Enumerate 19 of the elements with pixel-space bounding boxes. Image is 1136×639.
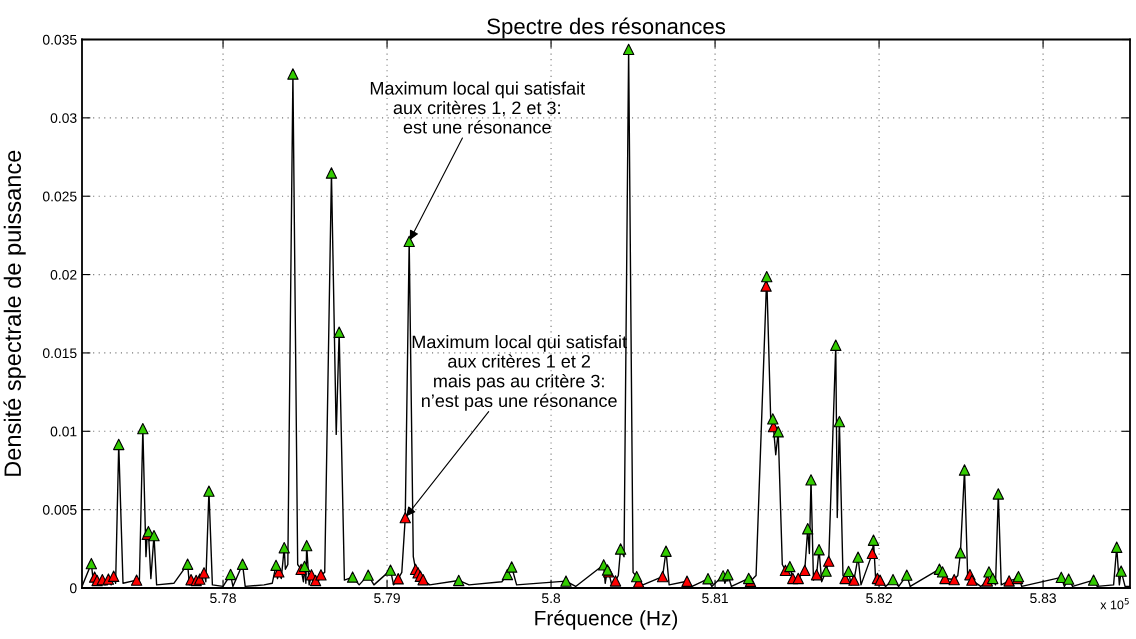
y-tick-label: 0.03 bbox=[50, 113, 77, 124]
x-tick-label: 5.79 bbox=[374, 593, 400, 604]
y-tick-label: 0.015 bbox=[42, 348, 77, 359]
y-tick-label: 0.01 bbox=[50, 426, 77, 437]
x-tick-label: 5.82 bbox=[866, 593, 892, 604]
y-tick-label: 0.005 bbox=[42, 504, 77, 515]
y-axis-title: Densité spectrale de puissance bbox=[3, 150, 26, 476]
y-tick-label: 0.025 bbox=[42, 191, 77, 202]
x-axis-title: Fréquence (Hz) bbox=[535, 609, 678, 630]
text: x 10$^{5}$ bbox=[1100, 597, 1129, 610]
x-tick-label: 5.78 bbox=[210, 593, 236, 604]
chart-title: Spectre des résonances bbox=[487, 17, 726, 39]
y-tick-label: 0.02 bbox=[50, 269, 77, 280]
x-tick-label: 5.83 bbox=[1030, 593, 1056, 604]
annotation: Maximum local qui satisfait aux critères 1, 2 et 3: est une résonance bbox=[370, 81, 585, 134]
x-tick-label: 5.8 bbox=[541, 593, 561, 604]
y-tick-label: 0.035 bbox=[42, 34, 77, 45]
x-tick-label: 5.81 bbox=[702, 593, 728, 604]
y-tick-label: 0 bbox=[69, 583, 77, 594]
